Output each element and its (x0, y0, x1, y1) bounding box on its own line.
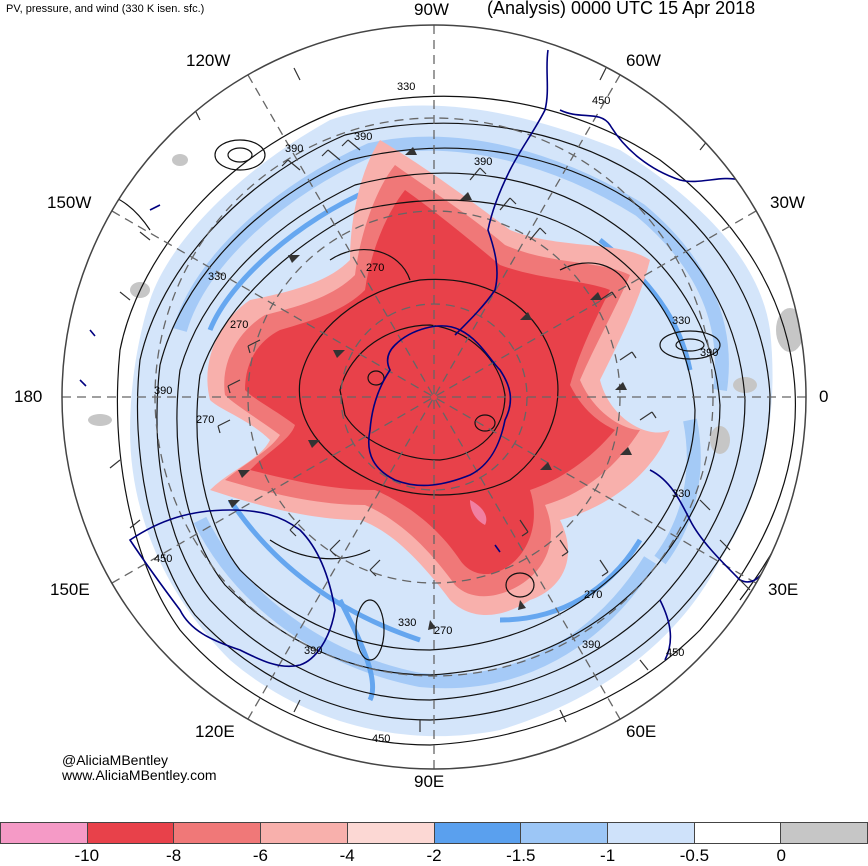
lon-label-60w: 60W (626, 51, 661, 70)
contour-label: 270 (434, 625, 452, 637)
contour-label: 450 (372, 733, 390, 745)
pv-gray-spots (88, 154, 804, 454)
contour-label: 390 (304, 645, 322, 657)
contour-label: 390 (354, 131, 372, 143)
lon-label-30e: 30E (768, 580, 799, 599)
colorbar-tick-label: -2 (426, 846, 442, 865)
contour-labels: 330 450 390 390 390 330 270 330 270 390 … (154, 81, 718, 745)
lon-label-90e: 90E (414, 772, 445, 791)
contour-label: 330 (672, 488, 690, 500)
credit-website: www.AliciaMBentley.com (62, 767, 217, 783)
colorbar-tick-label: 0 (776, 846, 786, 865)
lon-label-0: 0 (819, 387, 829, 406)
contour-label: 450 (666, 647, 684, 659)
contour-label: 390 (582, 639, 600, 651)
pv-red-region (207, 140, 671, 615)
contour-label: 390 (285, 143, 303, 155)
colorbar-tick-label: -0.5 (679, 846, 710, 865)
colorbar-swatch (87, 822, 175, 844)
contour-label: 330 (398, 617, 416, 629)
colorbar-tick-label: -1 (600, 846, 616, 865)
colorbar-tick-label: -1.5 (506, 846, 536, 865)
lon-label-120w: 120W (186, 51, 231, 70)
contour-label: 330 (208, 271, 226, 283)
colorbar-tick-label: -8 (166, 846, 182, 865)
colorbar-swatch (261, 822, 348, 844)
colorbar-swatch (607, 822, 695, 844)
colorbar-swatch (521, 822, 608, 844)
colorbar (0, 822, 868, 844)
credit-handle: @AliciaMBentley (62, 752, 169, 768)
colorbar-swatch (694, 822, 782, 844)
colorbar-swatch (0, 822, 88, 844)
colorbar-swatch (434, 822, 522, 844)
colorbar-tick-label: -6 (252, 846, 268, 865)
lon-label-180: 180 (14, 387, 43, 406)
lon-label-60e: 60E (626, 722, 657, 741)
contour-label: 330 (397, 81, 415, 93)
analysis-time: (Analysis) 0000 UTC 15 Apr 2018 (487, 0, 756, 18)
polar-map: 330 450 390 390 390 330 270 330 270 390 … (61, 24, 807, 770)
wind-barbs (109, 67, 751, 732)
map-border (61, 24, 807, 770)
graticule (62, 25, 806, 769)
contour-label: 450 (154, 553, 172, 565)
contour-label: 330 (672, 315, 690, 327)
contour-label: 270 (584, 589, 602, 601)
contour-label: 390 (474, 156, 492, 168)
pv-blue-edges (207, 187, 693, 702)
lon-label-90w: 90W (414, 0, 449, 19)
contour-label: 270 (196, 414, 214, 426)
contour-label: 390 (700, 347, 718, 359)
lon-label-30w: 30W (770, 193, 805, 212)
colorbar-swatch (347, 822, 435, 844)
wind-flags (228, 147, 632, 630)
colorbar-tick-label: -10 (74, 846, 100, 865)
chart-description: PV, pressure, and wind (330 K isen. sfc.… (6, 3, 205, 15)
lon-label-150e: 150E (50, 580, 90, 599)
colorbar-swatch (174, 822, 262, 844)
lon-label-150w: 150W (47, 193, 92, 212)
contour-label: 450 (592, 95, 610, 107)
lon-label-120e: 120E (195, 722, 235, 741)
contour-label: 270 (230, 319, 248, 331)
colorbar-tick-label: -4 (339, 846, 355, 865)
contour-label: 390 (154, 385, 172, 397)
colorbar-swatch (781, 822, 868, 844)
contour-label: 270 (366, 262, 384, 274)
